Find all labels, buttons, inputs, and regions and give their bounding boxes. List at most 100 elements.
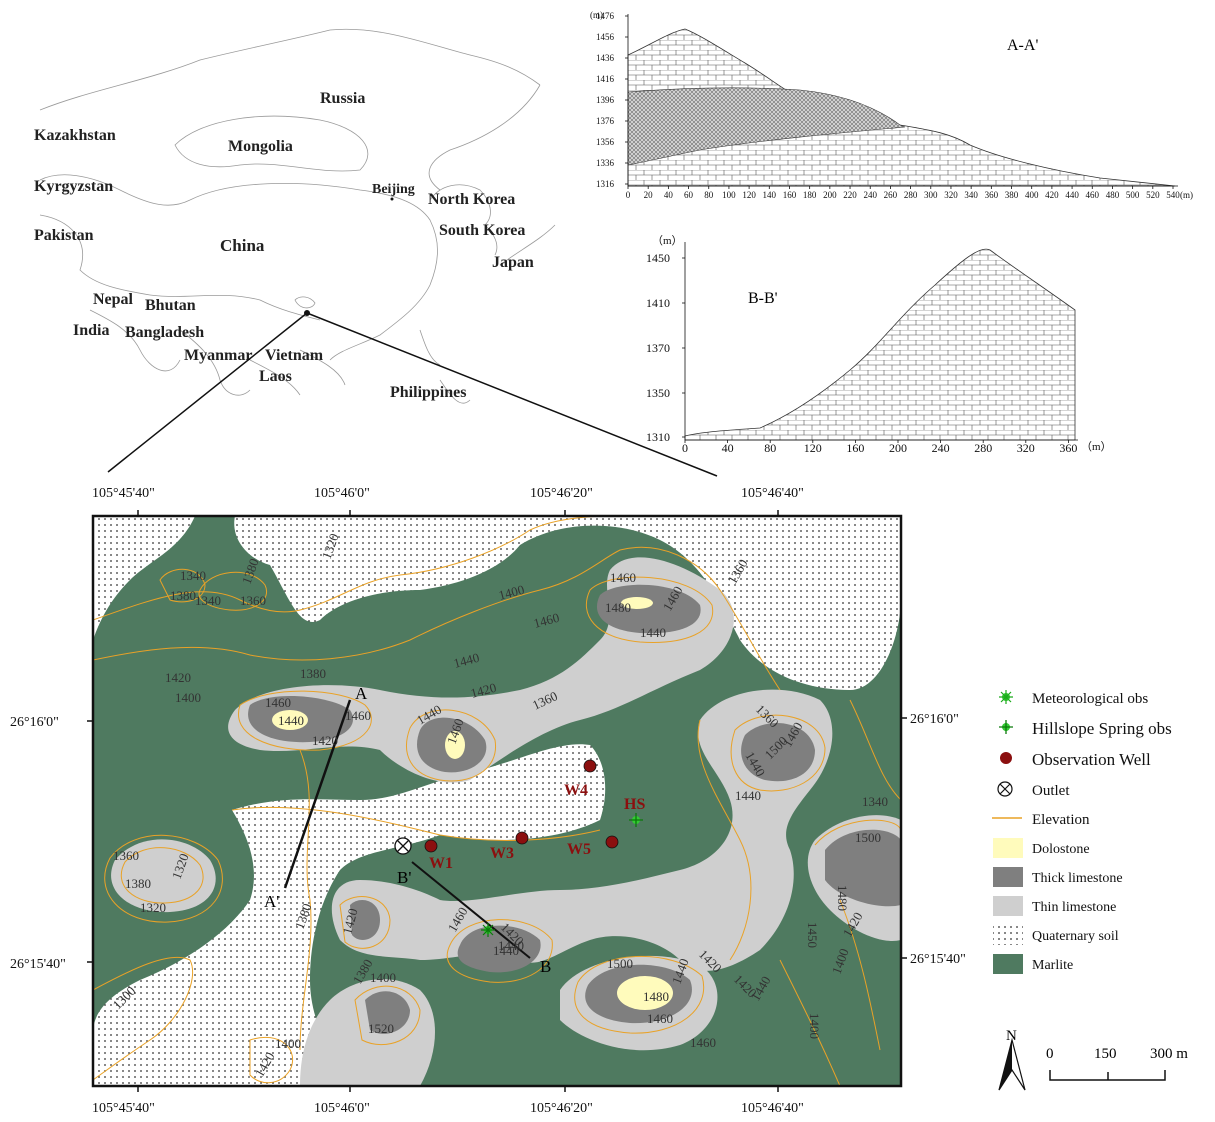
aa-x-tick: 500 (1126, 190, 1140, 200)
aa-x-tick: 160 (783, 190, 797, 200)
well-w1-label: W1 (429, 855, 453, 872)
legend-spring-label: Hillslope Spring obs (1032, 719, 1172, 738)
label-russia: Russia (320, 90, 365, 107)
section-line-b-b (411, 861, 531, 959)
aa-x-tick: 520 (1146, 190, 1160, 200)
aa-x-tick: 80 (704, 190, 714, 200)
aa-y-tick: 1356 (596, 137, 615, 147)
legend-thin-limestone-label: Thin limestone (1032, 900, 1116, 915)
bb-x-tick: 0 (682, 441, 688, 455)
bb-x-unit: （m） (1081, 440, 1112, 453)
aa-x-tick: 20 (644, 190, 654, 200)
elevation-label: 1400 (497, 582, 526, 603)
thick-limestone-3 (596, 584, 701, 634)
lon-label-bottom-4: 105°46'40" (741, 1101, 804, 1116)
dolostone-1 (272, 710, 308, 730)
china-location-map: Russia Kazakhstan Mongolia Kyrgyzstan Be… (34, 28, 556, 404)
bb-x-tick: 320 (1017, 441, 1035, 455)
aa-x-tick: 440 (1065, 190, 1079, 200)
legend-well-symbol (1000, 752, 1012, 764)
label-laos: Laos (259, 368, 292, 385)
beijing-marker (390, 197, 394, 201)
label-mongolia: Mongolia (228, 138, 293, 155)
aa-y-tick: 1396 (596, 95, 615, 105)
elevation-label: 1440 (493, 943, 519, 958)
section-label-b-prime: B' (397, 868, 411, 887)
elevation-label: 1460 (532, 610, 561, 631)
aa-x-tick: 480 (1106, 190, 1120, 200)
scale-label-300: 300 m (1150, 1046, 1188, 1062)
map-frame (91, 514, 903, 1088)
lon-label-bottom-1: 105°45'40" (92, 1101, 155, 1116)
well-w5-marker (605, 835, 619, 849)
legend-outlet-symbol (997, 781, 1013, 797)
soil-center (232, 744, 606, 840)
bb-x-tick: 120 (804, 441, 822, 455)
aa-x-tick: 420 (1045, 190, 1059, 200)
label-bhutan: Bhutan (145, 297, 196, 314)
scale-bar (1049, 1070, 1166, 1081)
lat-label-right-1: 26°16'0" (910, 712, 959, 727)
aa-title: A-A' (1007, 37, 1038, 54)
legend-meteo-symbol (999, 690, 1013, 704)
legend-thick-limestone-symbol (993, 867, 1023, 887)
elevation-label: 1360 (113, 848, 139, 863)
elevation-label: 1440 (640, 625, 666, 640)
legend-thick-limestone-label: Thick limestone (1032, 871, 1123, 886)
label-pakistan: Pakistan (34, 227, 94, 244)
elevation-label: 1420 (165, 670, 191, 685)
lon-label-bottom-2: 105°46'0" (314, 1101, 370, 1116)
elevation-label: 1440 (498, 938, 524, 953)
elevation-label: 1340 (195, 593, 221, 608)
legend-outlet-label: Outlet (1032, 783, 1070, 799)
bb-x-tick: 240 (932, 441, 950, 455)
label-india: India (73, 322, 109, 339)
well-w3-marker (515, 831, 529, 845)
aa-y-tick: 1416 (596, 74, 615, 84)
bb-y-tick: 1350 (646, 386, 670, 400)
aa-x-tick: 280 (904, 190, 918, 200)
lat-label-left-2: 26°15'40" (10, 957, 66, 972)
aa-x-tick: 360 (985, 190, 999, 200)
thick-limestone-5 (825, 829, 901, 907)
bb-title: B-B' (748, 290, 778, 307)
elevation-label: 1480 (605, 600, 631, 615)
elevation-label: 1340 (862, 794, 888, 809)
label-nepal: Nepal (93, 291, 134, 308)
aa-x-tick: 120 (742, 190, 756, 200)
bb-y-tick: 1370 (646, 341, 670, 355)
north-arrow-icon (998, 1037, 1026, 1091)
elevation-label: 1380 (125, 876, 151, 891)
label-myanmar: Myanmar (184, 347, 252, 364)
north-label: N (1006, 1028, 1017, 1044)
elevation-label: 1520 (368, 1021, 394, 1036)
meteorological-marker (481, 923, 495, 937)
lon-label-bottom-3: 105°46'20" (530, 1101, 593, 1116)
leader-line-left (107, 312, 308, 473)
legend-marlite-symbol (993, 954, 1023, 974)
elevation-label: 1500 (607, 956, 633, 971)
dolostone-4 (617, 976, 673, 1010)
aa-x-tick: 320 (944, 190, 958, 200)
elevation-label: 1480 (643, 989, 669, 1004)
scale-label-150: 150 (1094, 1046, 1117, 1062)
section-line-a-a (283, 699, 352, 889)
bb-y-tick: 1450 (646, 251, 670, 265)
elevation-label: 1480 (835, 885, 850, 911)
elevation-contours (93, 516, 901, 1086)
soil-top (93, 516, 901, 690)
legend-well-label: Observation Well (1032, 750, 1151, 769)
bb-x-tick: 360 (1059, 441, 1077, 455)
bb-x-tick: 160 (846, 441, 864, 455)
elevation-label: 1460 (647, 1011, 673, 1026)
lon-label-top-1: 105°45'40" (92, 486, 155, 501)
legend-soil-label: Quaternary soil (1032, 929, 1119, 944)
aa-x-tick: 100 (722, 190, 736, 200)
bb-x-tick: 280 (974, 441, 992, 455)
label-japan: Japan (492, 254, 534, 271)
thick-limestone-8 (365, 991, 410, 1034)
bb-y-tick: 1410 (646, 296, 670, 310)
elevation-label: 1440 (278, 713, 304, 728)
elevation-label: 1380 (170, 588, 196, 603)
